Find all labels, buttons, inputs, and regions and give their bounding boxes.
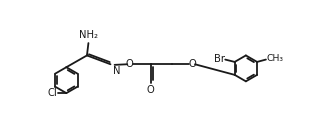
Text: N: N xyxy=(112,66,120,76)
Text: O: O xyxy=(188,59,196,69)
Text: O: O xyxy=(126,59,133,69)
Text: Br: Br xyxy=(214,54,225,64)
Text: CH₃: CH₃ xyxy=(267,54,284,64)
Text: Cl: Cl xyxy=(47,88,57,98)
Text: O: O xyxy=(147,85,155,95)
Text: NH₂: NH₂ xyxy=(79,30,98,40)
